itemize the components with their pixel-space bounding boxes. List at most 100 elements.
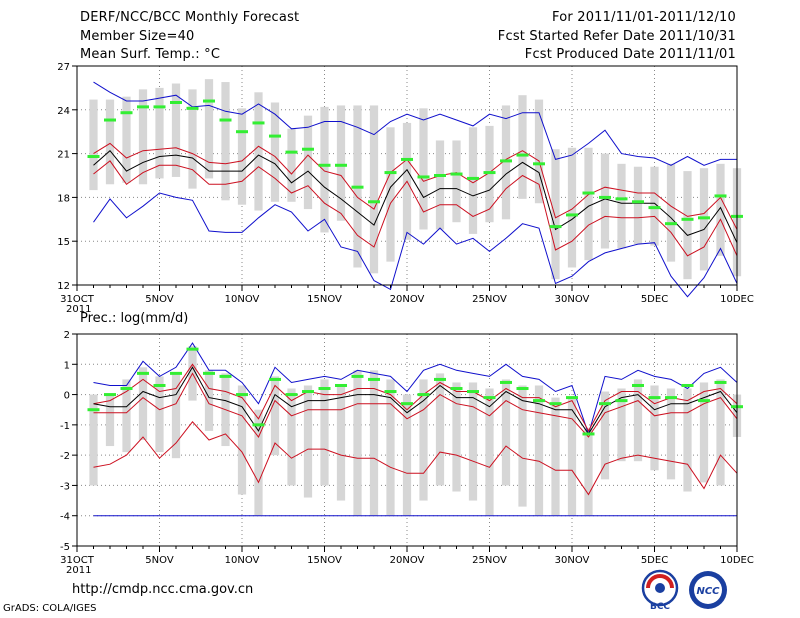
precip-y-tick-label: 0 bbox=[64, 391, 70, 402]
precip-ctrl-marker bbox=[417, 393, 430, 397]
precip-y-tick-label: -1 bbox=[60, 421, 70, 432]
precip-spread-box bbox=[468, 382, 478, 501]
bcc-logo: BCC bbox=[641, 569, 679, 612]
precip-spread-box bbox=[452, 382, 461, 492]
forecast-start-date: Fcst Started Refer Date 2011/10/31 bbox=[497, 29, 736, 44]
precip-ctrl-marker bbox=[285, 393, 298, 397]
temp-spread-box bbox=[122, 96, 131, 183]
temp-spread-box bbox=[617, 163, 626, 249]
precip-x-tick-label: 5DEC bbox=[641, 555, 668, 566]
precip-spread-box bbox=[237, 385, 247, 495]
precip-ctrl-marker bbox=[566, 396, 578, 400]
temp-y-tick-label: 27 bbox=[57, 62, 70, 73]
precip-y-tick-label: -5 bbox=[60, 542, 70, 553]
precip-ctrl-marker bbox=[648, 396, 661, 400]
temp-spread-box bbox=[237, 108, 247, 205]
precip-ctrl-marker bbox=[599, 402, 611, 406]
precip-spread-box bbox=[485, 388, 494, 516]
temp-ctrl-marker bbox=[318, 163, 331, 167]
temp-ctrl-marker bbox=[219, 118, 232, 122]
precip-ctrl-marker bbox=[186, 347, 199, 351]
temp-ctrl-marker bbox=[186, 106, 199, 110]
precip-ctrl-marker bbox=[434, 377, 446, 381]
temp-x-tick-label: 15NOV bbox=[307, 294, 342, 305]
temp-x-sublabel: 2011 bbox=[66, 304, 91, 315]
temp-spread-box bbox=[600, 153, 610, 249]
precip-ctrl-marker bbox=[632, 383, 644, 387]
precip-spread-box bbox=[155, 376, 164, 453]
precip-ctrl-marker bbox=[500, 380, 512, 384]
temp-ctrl-marker bbox=[632, 200, 644, 204]
precip-spread-box bbox=[518, 385, 527, 507]
precip-ctrl-marker bbox=[219, 374, 232, 378]
temp-spread-box bbox=[320, 106, 329, 233]
precip-spread-box bbox=[699, 382, 709, 483]
precip-ctrl-marker bbox=[483, 396, 496, 400]
temp-ctrl-marker bbox=[483, 171, 496, 175]
precip-ctrl-marker bbox=[302, 390, 314, 394]
temp-ctrl-marker bbox=[582, 191, 595, 195]
temp-max-line bbox=[93, 81, 737, 166]
temp-ctrl-marker bbox=[549, 225, 562, 229]
temp-ctrl-marker bbox=[335, 163, 347, 167]
temp-spread-box bbox=[369, 105, 379, 274]
precip-spread-box bbox=[534, 385, 544, 516]
precip-y-tick-label: 2 bbox=[64, 330, 70, 341]
temp-y-tick-label: 21 bbox=[57, 150, 70, 161]
website-url[interactable]: http://cmdp.ncc.cma.gov.cn bbox=[72, 582, 254, 597]
temp-spread-box bbox=[518, 95, 527, 199]
precip-x-tick-label: 20NOV bbox=[390, 555, 425, 566]
temp-spread-box bbox=[204, 79, 214, 179]
precip-ctrl-marker bbox=[137, 371, 149, 375]
figure-title: DERF/NCC/BCC Monthly Forecast bbox=[80, 10, 300, 25]
precip-spread-box bbox=[320, 379, 329, 486]
temp-x-tick-label: 30NOV bbox=[555, 294, 590, 305]
precip-spread-box bbox=[683, 388, 692, 492]
temp-ctrl-marker bbox=[368, 200, 380, 204]
precip-spread-box bbox=[303, 385, 313, 498]
precip-spread-box bbox=[287, 388, 296, 486]
precip-ctrl-marker bbox=[104, 393, 116, 397]
precip-ctrl-marker bbox=[318, 387, 331, 391]
temp-spread-box bbox=[171, 83, 181, 177]
temp-x-tick-label: 25NOV bbox=[472, 294, 507, 305]
precip-ctrl-marker bbox=[368, 377, 380, 381]
temp-ctrl-marker bbox=[516, 153, 529, 157]
temp-ctrl-marker bbox=[467, 176, 479, 180]
temp-spread-box bbox=[105, 99, 115, 185]
precip-spread-box bbox=[617, 388, 626, 462]
precip-ctrl-marker bbox=[467, 390, 479, 394]
temp-ctrl-marker bbox=[285, 150, 298, 154]
precip-ctrl-marker bbox=[153, 383, 166, 387]
precip-ctrl-marker bbox=[120, 387, 133, 391]
precip-mean-line bbox=[93, 366, 738, 435]
precip-y-tick-label: 1 bbox=[64, 360, 70, 371]
precip-spread-box bbox=[89, 394, 98, 486]
precip-spread-box bbox=[650, 385, 659, 471]
temp-ctrl-marker bbox=[500, 159, 512, 163]
temp-spread-box bbox=[336, 105, 346, 221]
temp-ctrl-marker bbox=[698, 216, 710, 220]
precip-x-tick-label: 31OCT bbox=[60, 555, 95, 566]
temp-spread-box bbox=[567, 147, 577, 268]
temp-ctrl-marker bbox=[137, 105, 149, 109]
bcc-logo-text: BCC bbox=[650, 602, 670, 612]
precip-spread-box bbox=[600, 391, 610, 480]
precip-spread-box bbox=[254, 409, 263, 516]
precip-ctrl-marker bbox=[549, 402, 562, 406]
temp-x-tick-label: 10DEC bbox=[720, 294, 754, 305]
temp-spread-box bbox=[303, 115, 313, 210]
precip-ctrl-marker bbox=[236, 393, 248, 397]
temp-spread-box bbox=[138, 89, 148, 185]
precip-y-tick-label: -3 bbox=[60, 481, 70, 492]
precip-y-tick-label: -4 bbox=[60, 512, 70, 523]
forecast-period: For 2011/11/01-2011/12/10 bbox=[552, 10, 736, 25]
precip-panel-title: Prec.: log(mm/d) bbox=[80, 311, 188, 326]
precip-p10-line bbox=[93, 421, 738, 496]
precip-spread-box bbox=[551, 397, 560, 516]
temp-mean-line bbox=[93, 149, 738, 243]
precip-ctrl-marker bbox=[615, 399, 628, 403]
temp-spread-box bbox=[287, 128, 296, 202]
